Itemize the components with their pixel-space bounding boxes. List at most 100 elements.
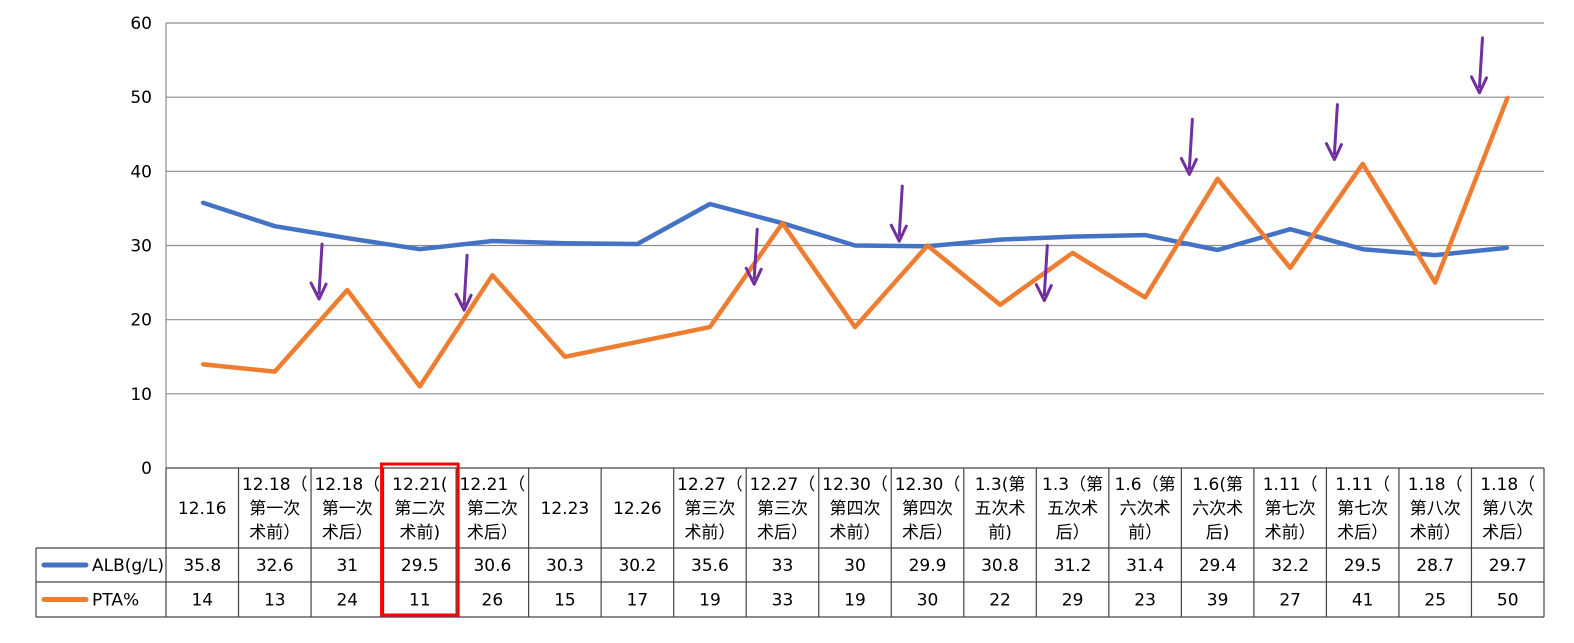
arrow-marker xyxy=(744,227,763,286)
data-point xyxy=(490,273,494,277)
data-point xyxy=(1216,177,1220,181)
series-line xyxy=(202,96,1510,389)
data-point xyxy=(1506,95,1510,99)
category-label: 12.18（第一次术后） xyxy=(314,475,380,543)
table-value: 30.8 xyxy=(981,556,1019,576)
table-value: 29.5 xyxy=(401,556,439,576)
y-axis-ticks: 0 10 20 30 40 50 60 xyxy=(130,14,152,479)
table-value: 35.8 xyxy=(183,556,221,576)
data-point xyxy=(708,325,712,329)
data-point xyxy=(200,362,204,366)
data-point xyxy=(273,370,277,374)
table-value: 30.6 xyxy=(473,556,511,576)
arrow-marker xyxy=(1034,244,1053,303)
table-value: 32.6 xyxy=(256,556,294,576)
table-value: 26 xyxy=(482,591,504,611)
data-point xyxy=(490,239,494,243)
data-point xyxy=(1216,248,1220,252)
category-label: 12.27（第三次术后） xyxy=(750,475,816,543)
table-value: 29.9 xyxy=(909,556,947,576)
table-value: 32.2 xyxy=(1271,556,1309,576)
data-point xyxy=(1071,235,1075,239)
series-line xyxy=(201,200,1508,258)
category-label: 1.18（第八次术后） xyxy=(1480,475,1535,543)
category-label: 1.11（第七次术前） xyxy=(1263,475,1318,543)
category-label: 12.21（第二次术后） xyxy=(460,475,526,543)
category-label: 12.30（第四次术前） xyxy=(822,475,888,543)
arrow-marker xyxy=(1324,103,1343,162)
data-point xyxy=(635,242,639,246)
table-value: 14 xyxy=(191,591,213,611)
category-label: 12.16 xyxy=(178,499,227,519)
y-tick-label: 0 xyxy=(141,459,152,479)
table-value: 28.7 xyxy=(1416,556,1454,576)
legend-label: ALB(g/L) xyxy=(92,556,164,576)
table-value: 31.2 xyxy=(1054,556,1092,576)
category-label: 12.18（第一次术前） xyxy=(242,475,308,543)
y-tick-label: 50 xyxy=(130,88,152,108)
data-point xyxy=(780,221,784,225)
table-value: 29.5 xyxy=(1344,556,1382,576)
table-value: 22 xyxy=(989,591,1011,611)
table-value: 25 xyxy=(1424,591,1446,611)
data-point xyxy=(1433,281,1437,285)
data-point xyxy=(1288,227,1292,231)
table-value: 23 xyxy=(1134,591,1156,611)
category-label: 12.26 xyxy=(613,499,662,519)
data-point xyxy=(563,241,567,245)
legend-label: PTA% xyxy=(92,591,139,611)
table-value: 33 xyxy=(772,556,794,576)
y-tick-label: 20 xyxy=(130,311,152,331)
category-label: 1.6(第六次术后) xyxy=(1192,475,1243,543)
category-label: 1.3（第五次术后） xyxy=(1042,475,1103,543)
data-point xyxy=(345,288,349,292)
table-value: 30 xyxy=(844,556,866,576)
y-tick-label: 60 xyxy=(130,14,152,34)
category-label: 1.11（第七次术后） xyxy=(1335,475,1390,543)
table-value: 17 xyxy=(627,591,649,611)
table-value: 30 xyxy=(917,591,939,611)
annotation-arrows xyxy=(309,36,1488,312)
category-label: 1.6（第六次术前） xyxy=(1115,475,1176,543)
data-point xyxy=(998,303,1002,307)
data-point xyxy=(1071,251,1075,255)
data-point xyxy=(1506,246,1510,250)
arrow-marker xyxy=(1179,117,1198,176)
category-label: 1.3(第五次术前) xyxy=(975,475,1026,543)
category-label: 12.27（第三次术前） xyxy=(677,475,743,543)
table-value: 29 xyxy=(1062,591,1084,611)
data-point xyxy=(345,236,349,240)
data-point xyxy=(853,325,857,329)
arrow-marker xyxy=(889,184,908,243)
arrow-marker xyxy=(1469,36,1488,95)
series-lines xyxy=(200,95,1510,389)
table-value: 41 xyxy=(1352,591,1374,611)
data-point xyxy=(853,244,857,247)
table-value: 31.4 xyxy=(1126,556,1164,576)
table-value: 30.2 xyxy=(618,556,656,576)
data-point xyxy=(1288,266,1292,270)
arrow-marker xyxy=(309,242,328,301)
data-point xyxy=(1143,233,1147,237)
table-value: 15 xyxy=(554,591,576,611)
data-point xyxy=(200,200,204,204)
data-table: 12.16 12.18（第一次术前）12.18（第一次术后）12.21(第二次术前… xyxy=(35,467,1545,618)
table-value: 50 xyxy=(1497,591,1519,611)
category-label: 12.21(第二次术前) xyxy=(392,475,447,543)
table-value: 33 xyxy=(772,591,794,611)
table-value: 19 xyxy=(699,591,721,611)
table-value: 11 xyxy=(409,591,431,611)
table-value: 35.6 xyxy=(691,556,729,576)
table-value: 24 xyxy=(336,591,358,611)
data-point xyxy=(1143,295,1147,299)
y-tick-label: 10 xyxy=(130,385,152,405)
table-value: 27 xyxy=(1279,591,1301,611)
highlight-box xyxy=(380,462,460,617)
data-point xyxy=(708,202,712,206)
data-point xyxy=(563,355,567,359)
data-point xyxy=(998,238,1002,242)
table-value: 19 xyxy=(844,591,866,611)
data-point xyxy=(273,224,277,228)
y-tick-label: 40 xyxy=(130,162,152,182)
